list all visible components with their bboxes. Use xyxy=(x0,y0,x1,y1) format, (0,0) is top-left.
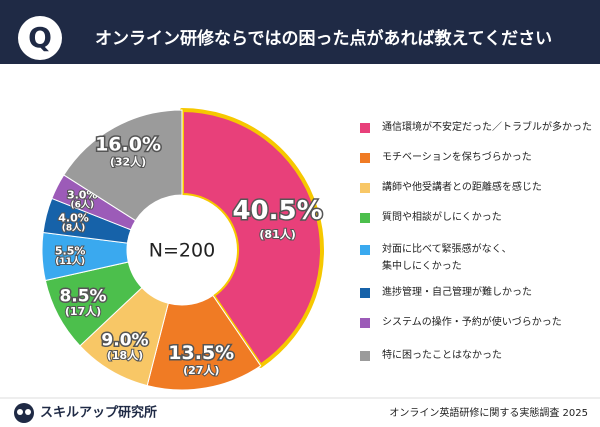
legend-item: モチベーションを保ちづらかった xyxy=(360,152,532,166)
legend-label: 特に困ったことはなかった xyxy=(382,350,502,361)
legend-label: 質問や相談がしにくかった xyxy=(382,212,502,223)
brand-logo xyxy=(14,403,34,423)
value-label: 16.0% xyxy=(95,134,161,156)
legend-swatch xyxy=(360,213,370,223)
legend-swatch xyxy=(360,123,370,133)
brand: スキルアップ研究所 xyxy=(40,405,157,421)
legend-swatch xyxy=(360,153,370,163)
center-label: N=200 xyxy=(149,240,215,262)
value-label: 8.5% xyxy=(59,286,106,306)
legend-label: モチベーションを保ちづらかった xyxy=(382,152,532,163)
value-label: 4.0% xyxy=(58,211,89,224)
value-label: 5.5% xyxy=(55,244,86,257)
legend-label: 対面に比べて緊張感がなく、 集中しにくかった xyxy=(382,244,512,272)
legend-item: システムの操作・予約が使いづらかった xyxy=(360,317,562,331)
count-label: (6人) xyxy=(70,199,94,211)
count-label: (17人) xyxy=(65,304,101,318)
legend-item: 特に困ったことはなかった xyxy=(360,350,502,364)
count-label: (8人) xyxy=(62,222,86,234)
legend-label: 通信環境が不安定だった／トラブルが多かった xyxy=(382,122,592,133)
source: オンライン英語研修に関する実態調査 2025 xyxy=(389,406,588,419)
value-label: 40.5% xyxy=(232,196,322,226)
brand-logo-eye xyxy=(25,409,31,415)
brand-logo-eye xyxy=(17,409,23,415)
count-label: (27人) xyxy=(183,363,219,377)
q-badge xyxy=(18,16,62,60)
legend-label: システムの操作・予約が使いづらかった xyxy=(382,317,562,328)
legend-swatch xyxy=(360,288,370,298)
legend-item: 講師や他受講者との距離感を感じた xyxy=(360,182,542,196)
count-label: (32人) xyxy=(110,154,146,168)
legend-swatch xyxy=(360,183,370,193)
q-icon: Q xyxy=(28,21,52,54)
legend-item: 質問や相談がしにくかった xyxy=(360,212,502,226)
legend-swatch xyxy=(360,351,370,361)
count-label: (11人) xyxy=(55,255,85,267)
title: オンライン研修ならではの困った点があれば教えてください xyxy=(95,28,552,49)
legend-item: 対面に比べて緊張感がなく、 集中しにくかった xyxy=(360,244,512,275)
header-bar xyxy=(0,0,600,64)
legend-label: 講師や他受講者との距離感を感じた xyxy=(382,182,542,193)
value-label: 9.0% xyxy=(101,330,148,350)
legend-item: 進捗管理・自己管理が難しかった xyxy=(360,287,532,301)
legend-swatch xyxy=(360,245,370,255)
legend-item: 通信環境が不安定だった／トラブルが多かった xyxy=(360,122,592,136)
count-label: (18人) xyxy=(107,348,143,362)
count-label: (81人) xyxy=(259,227,295,241)
value-label: 13.5% xyxy=(168,342,234,364)
donut-hole xyxy=(127,195,237,305)
legend-swatch xyxy=(360,318,370,328)
legend-label: 進捗管理・自己管理が難しかった xyxy=(382,287,532,298)
